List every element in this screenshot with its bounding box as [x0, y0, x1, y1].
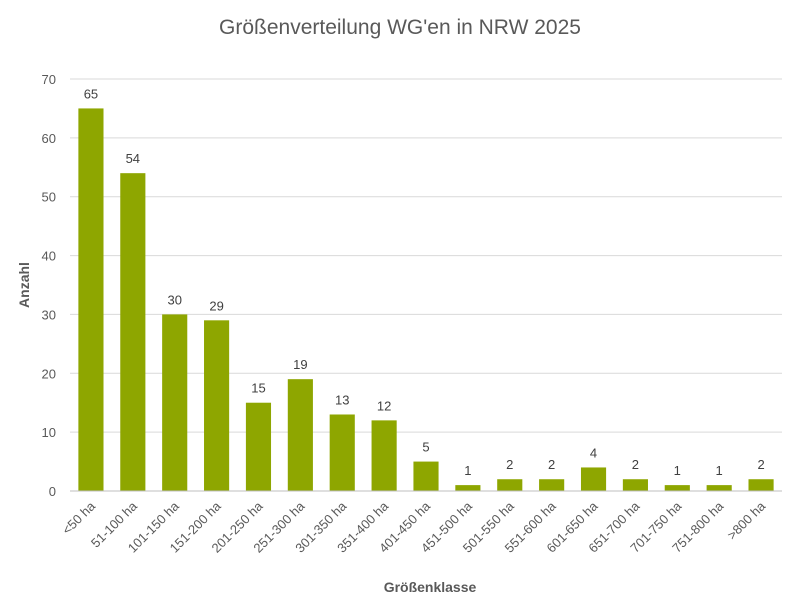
y-tick-label: 0 — [49, 484, 56, 499]
bar — [622, 479, 648, 491]
data-label: 2 — [506, 457, 513, 472]
x-tick-label: >800 ha — [724, 498, 769, 543]
data-label: 54 — [126, 151, 140, 166]
data-label: 1 — [674, 463, 681, 478]
chart-title: Größenverteilung WG'en in NRW 2025 — [219, 16, 581, 39]
data-label: 15 — [251, 381, 265, 396]
data-label: 1 — [464, 463, 471, 478]
bar — [413, 461, 439, 491]
bar — [162, 314, 188, 491]
y-tick-label: 30 — [42, 307, 56, 322]
bar — [580, 467, 607, 491]
bar — [706, 485, 732, 491]
data-label: 1 — [716, 463, 723, 478]
data-label: 2 — [548, 457, 555, 472]
bar — [287, 379, 313, 491]
y-tick-label: 60 — [42, 131, 56, 146]
data-label: 2 — [632, 457, 639, 472]
bar — [664, 485, 690, 491]
y-tick-label: 70 — [42, 72, 56, 87]
y-axis-title: Anzahl — [16, 262, 32, 308]
y-axis-ticks: 0 10 20 30 40 50 60 70 — [42, 72, 56, 499]
bar — [78, 108, 104, 491]
gridlines — [70, 78, 782, 433]
data-label: 13 — [335, 392, 349, 407]
x-axis-title: Größenklasse — [384, 579, 477, 595]
bar — [371, 420, 397, 491]
bar — [245, 402, 272, 491]
bar — [329, 414, 355, 491]
x-tick-label: <50 ha — [59, 498, 99, 538]
data-label: 2 — [757, 457, 764, 472]
bar — [455, 485, 481, 491]
bar — [120, 173, 146, 491]
y-tick-label: 20 — [42, 366, 56, 381]
data-label: 65 — [84, 86, 98, 101]
y-tick-label: 50 — [42, 190, 56, 205]
bar — [539, 479, 565, 491]
bar — [497, 479, 523, 491]
data-label: 19 — [293, 357, 307, 372]
y-tick-label: 40 — [42, 249, 56, 264]
data-label: 4 — [590, 445, 597, 460]
data-label: 30 — [167, 292, 181, 307]
bar — [748, 479, 774, 491]
data-label: 12 — [377, 398, 391, 413]
data-label: 29 — [209, 298, 223, 313]
bar — [204, 320, 230, 491]
y-tick-label: 10 — [42, 425, 56, 440]
data-label: 5 — [422, 440, 429, 455]
bars — [78, 108, 774, 491]
